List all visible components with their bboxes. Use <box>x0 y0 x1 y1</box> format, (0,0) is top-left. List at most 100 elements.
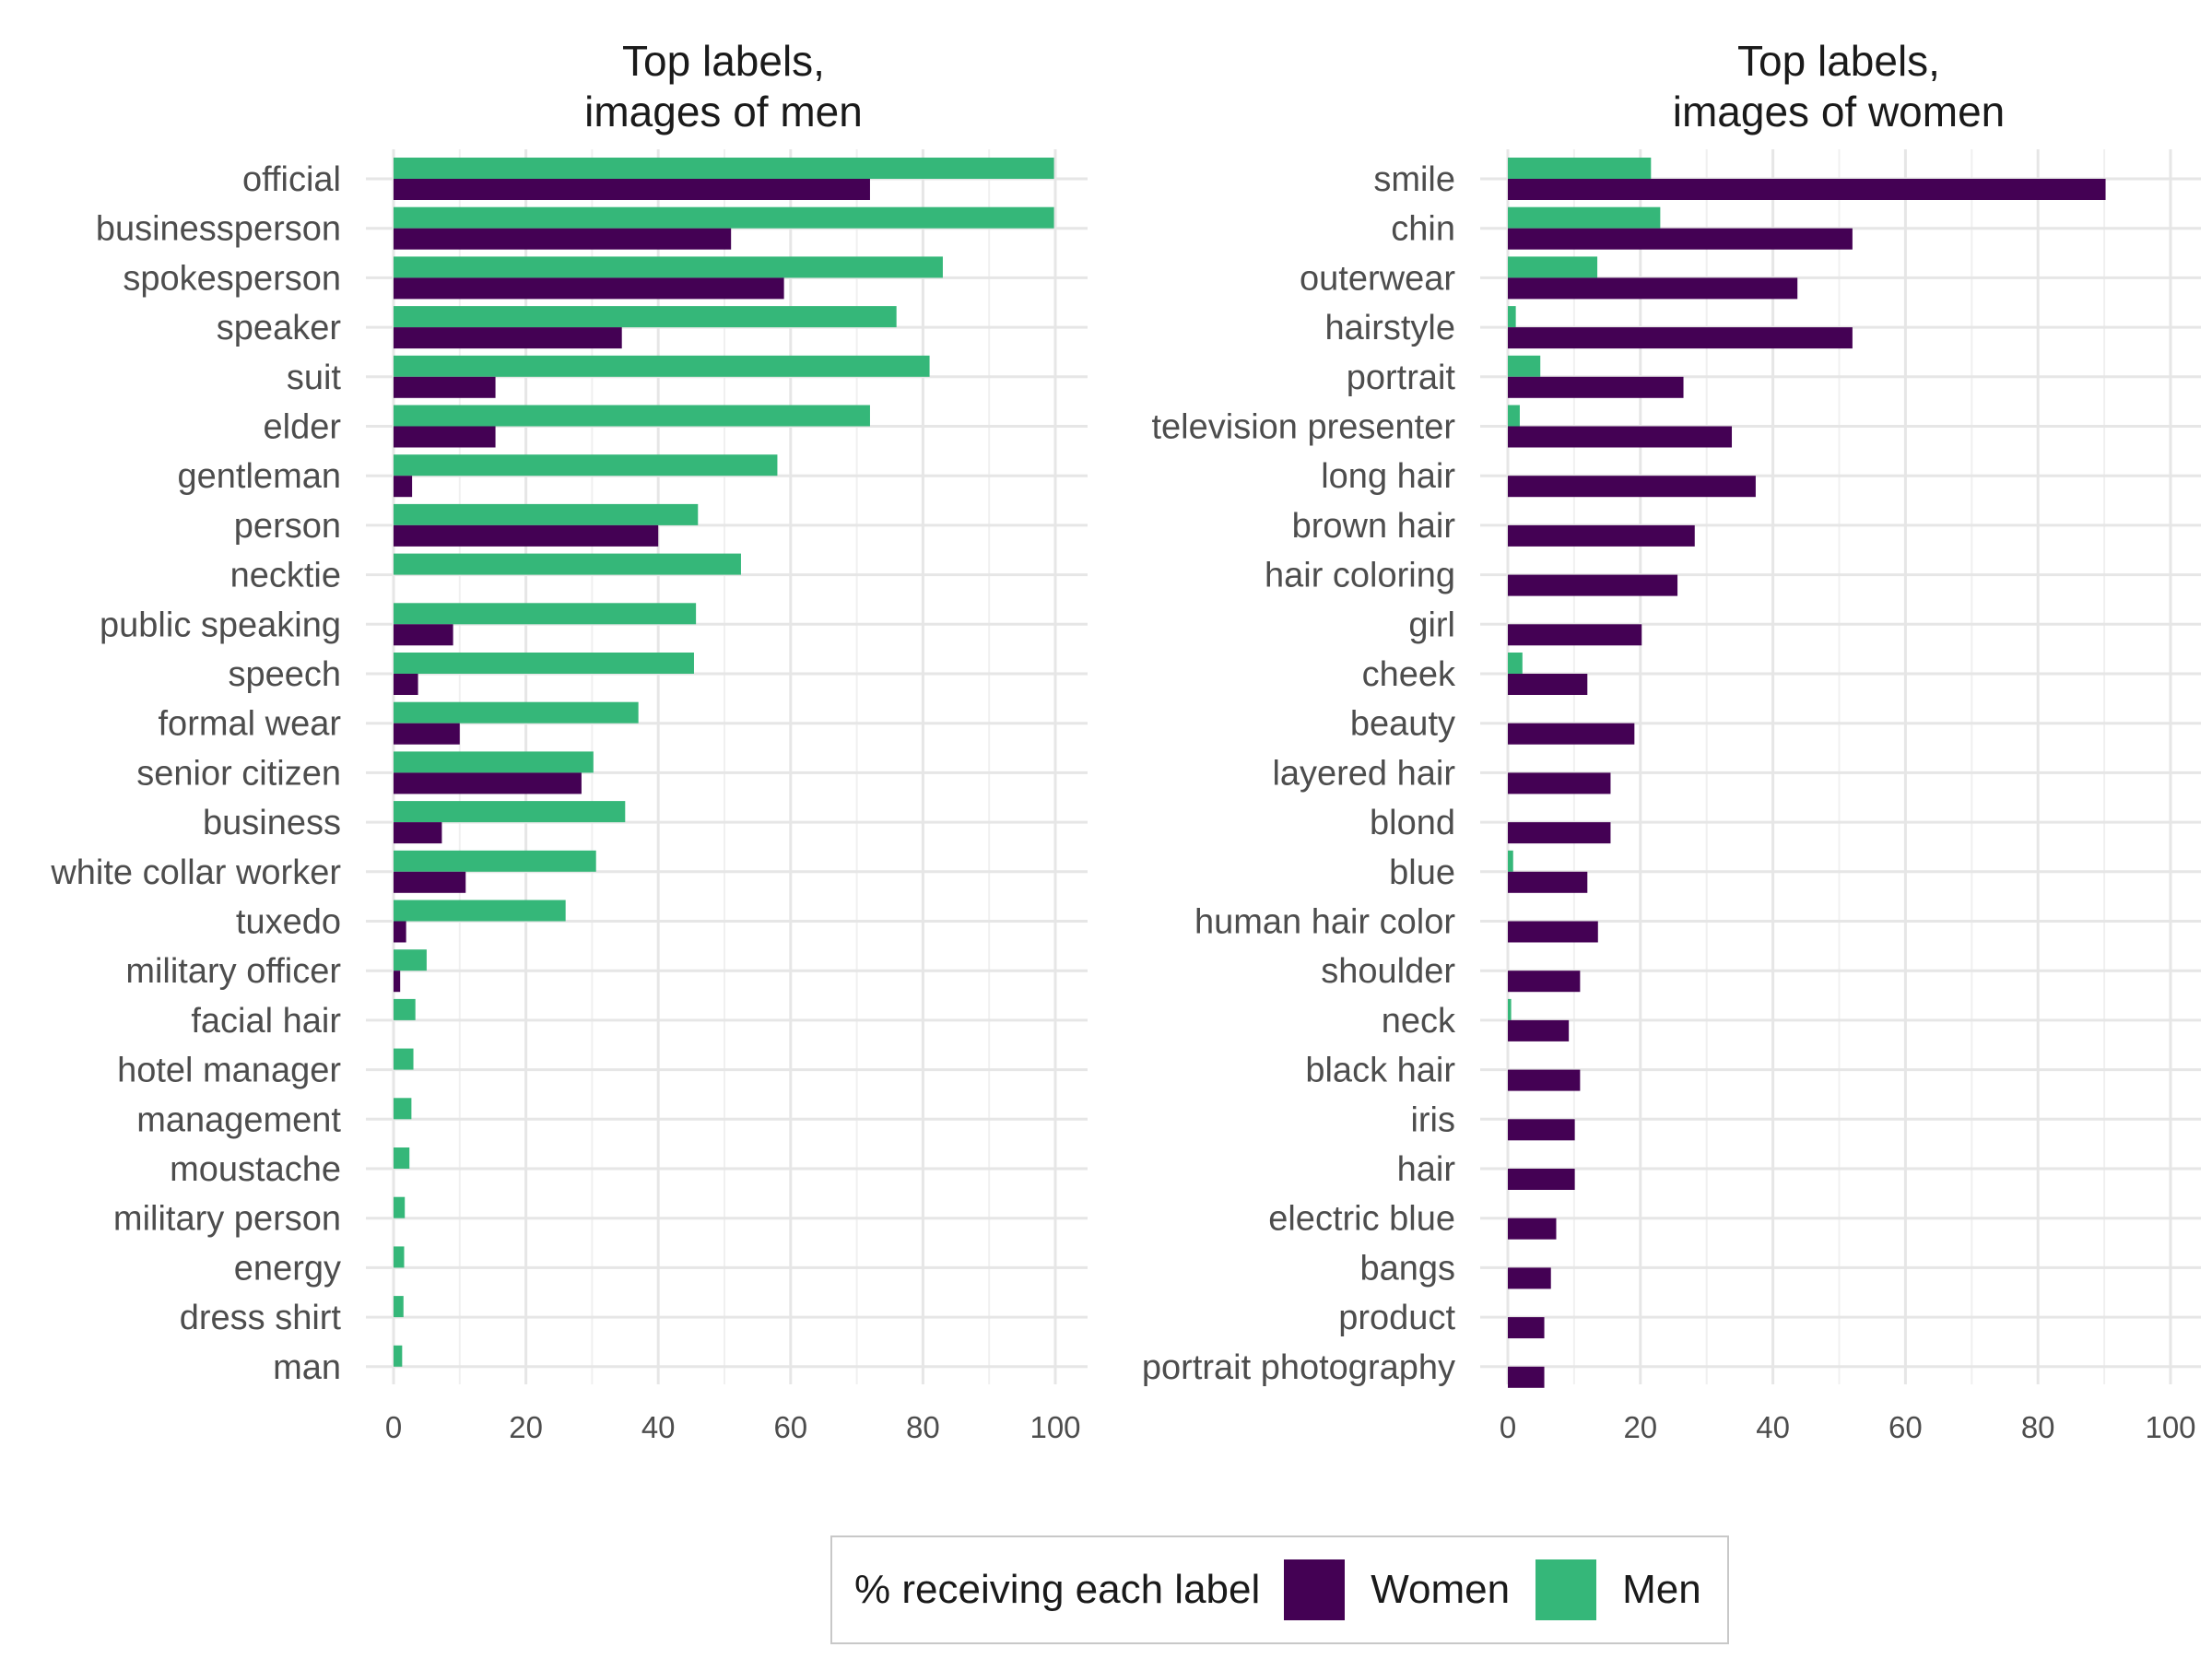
women-panel-bar-women-outerwear <box>1508 277 1797 299</box>
legend: % receiving each label Women Men <box>830 1535 1729 1644</box>
women-panel-label-long-hair: long hair <box>1321 457 1455 496</box>
men-panel-xtick-40: 40 <box>641 1410 676 1444</box>
women-panel-label-product: product <box>1338 1299 1455 1337</box>
women-panel-label-hairstyle: hairstyle <box>1325 309 1456 347</box>
women-panel-bar-women-long-hair <box>1508 476 1756 497</box>
men-panel-bar-women-elder <box>394 427 496 448</box>
women-panel-label-cheek: cheek <box>1362 655 1456 694</box>
men-panel-bar-men-senior-citizen <box>394 751 594 772</box>
women-panel-bar-women-neck <box>1508 1020 1569 1041</box>
men-panel-bar-men-public-speaking <box>394 603 696 624</box>
men-panel-bar-men-man <box>394 1346 402 1367</box>
legend-swatch-men <box>1535 1559 1596 1620</box>
men-panel-bar-men-military-person <box>394 1197 405 1218</box>
women-panel-xtick-60: 60 <box>1888 1410 1923 1444</box>
men-panel-label-official: official <box>242 160 341 199</box>
men-panel-bar-men-speech <box>394 653 694 674</box>
men-panel-bar-men-person <box>394 504 698 525</box>
men-panel-label-military-person: military person <box>113 1200 341 1239</box>
women-panel-label-neck: neck <box>1382 1002 1456 1041</box>
women-panel-label-shoulder: shoulder <box>1321 952 1455 991</box>
panel-women: Top labels, images of women smile chin outer… <box>1142 37 2201 1444</box>
men-panel-label-speech: speech <box>228 655 341 694</box>
legend-swatch-women <box>1284 1559 1345 1620</box>
women-panel-label-beauty: beauty <box>1350 705 1455 744</box>
men-panel-bar-men-business <box>394 801 625 822</box>
men-panel-label-facial-hair: facial hair <box>191 1002 341 1041</box>
women-panel-bar-women-bangs <box>1508 1267 1551 1288</box>
men-panel-label-moustache: moustache <box>170 1150 341 1189</box>
women-panel-bar-men-blue <box>1508 851 1513 872</box>
women-panel-label-black-hair: black hair <box>1305 1052 1455 1090</box>
men-panel-bar-men-formal-wear <box>394 702 639 724</box>
men-panel-xtick-80: 80 <box>906 1410 940 1444</box>
women-panel-bar-women-blond <box>1508 822 1610 843</box>
men-panel-bar-men-military-officer <box>394 949 427 971</box>
women-panel-bar-women-blue <box>1508 872 1587 893</box>
women-panel-bar-men-smile <box>1508 158 1651 179</box>
women-panel-bar-women-black-hair <box>1508 1070 1580 1091</box>
men-panel-bar-men-necktie <box>394 554 741 575</box>
men-panel-bar-men-suit <box>394 356 930 377</box>
women-panel-label-iris: iris <box>1410 1100 1455 1139</box>
women-panel-title: Top labels, images of women <box>1673 37 2006 135</box>
men-panel-bar-women-speech <box>394 674 418 695</box>
men-panel-label-dress-shirt: dress shirt <box>180 1299 342 1337</box>
men-panel-bar-men-businessperson <box>394 207 1054 229</box>
women-panel-label-portrait-photography: portrait photography <box>1142 1348 1455 1387</box>
men-panel-label-speaker: speaker <box>217 309 342 347</box>
men-panel-bar-men-white-collar-worker <box>394 851 596 872</box>
women-panel-bar-men-portrait <box>1508 356 1540 377</box>
men-panel-bar-men-gentleman <box>394 454 777 476</box>
women-panel-label-blond: blond <box>1370 804 1455 842</box>
men-panel-bar-women-senior-citizen <box>394 772 582 794</box>
men-panel-label-senior-citizen: senior citizen <box>136 754 341 793</box>
men-panel-bar-women-tuxedo <box>394 922 406 943</box>
women-panel-label-blue: blue <box>1389 853 1455 892</box>
men-panel-xtick-0: 0 <box>385 1410 402 1444</box>
men-panel-bar-women-public-speaking <box>394 624 453 645</box>
men-panel-bar-men-dress-shirt <box>394 1296 404 1317</box>
women-panel-label-hair: hair <box>1397 1150 1456 1189</box>
men-panel-bar-men-tuxedo <box>394 900 566 922</box>
men-panel-bar-men-speaker <box>394 306 897 327</box>
men-panel-label-energy: energy <box>234 1249 341 1288</box>
men-panel-bar-women-suit <box>394 377 496 398</box>
men-panel-bar-women-business <box>394 822 441 843</box>
women-panel-bar-women-chin <box>1508 229 1853 250</box>
men-panel-bar-men-hotel-manager <box>394 1049 414 1070</box>
men-panel-label-public-speaking: public speaking <box>100 606 341 644</box>
women-panel-bar-men-outerwear <box>1508 256 1597 277</box>
men-panel-label-hotel-manager: hotel manager <box>117 1052 341 1090</box>
women-panel-bar-women-cheek <box>1508 674 1587 695</box>
women-panel-bar-women-layered-hair <box>1508 772 1610 794</box>
women-panel-bar-men-cheek <box>1508 653 1523 674</box>
women-panel-label-television-presenter: television presenter <box>1151 408 1455 447</box>
men-panel-xtick-100: 100 <box>1030 1410 1080 1444</box>
men-panel-bar-men-elder <box>394 406 870 427</box>
women-panel-label-portrait: portrait <box>1347 359 1456 397</box>
men-panel-xtick-20: 20 <box>509 1410 543 1444</box>
panel-men: Top labels, images of men official business… <box>50 37 1088 1444</box>
men-panel-label-person: person <box>234 507 341 546</box>
women-panel-bar-women-product <box>1508 1317 1545 1338</box>
women-panel-xtick-0: 0 <box>1500 1410 1516 1444</box>
legend-label-women: Women <box>1371 1567 1510 1613</box>
men-panel-bar-women-person <box>394 525 658 547</box>
women-panel-bar-women-hair <box>1508 1169 1575 1190</box>
men-panel-bar-women-spokesperson <box>394 277 784 299</box>
men-panel-label-suit: suit <box>287 359 342 397</box>
men-panel-bar-men-management <box>394 1098 411 1119</box>
men-panel-label-elder: elder <box>264 408 342 447</box>
men-panel-bar-women-speaker <box>394 327 622 348</box>
men-panel-title: Top labels, images of men <box>584 37 863 135</box>
men-panel-bar-women-businessperson <box>394 229 731 250</box>
men-panel-label-gentleman: gentleman <box>178 457 341 496</box>
women-panel-bar-women-shoulder <box>1508 971 1580 992</box>
men-panel-bar-women-official <box>394 179 870 200</box>
women-panel-xtick-100: 100 <box>2145 1410 2195 1444</box>
women-panel-label-brown-hair: brown hair <box>1292 507 1456 546</box>
women-panel-bar-women-television-presenter <box>1508 427 1732 448</box>
women-panel-label-layered-hair: layered hair <box>1272 754 1455 793</box>
women-panel-label-chin: chin <box>1391 210 1455 249</box>
